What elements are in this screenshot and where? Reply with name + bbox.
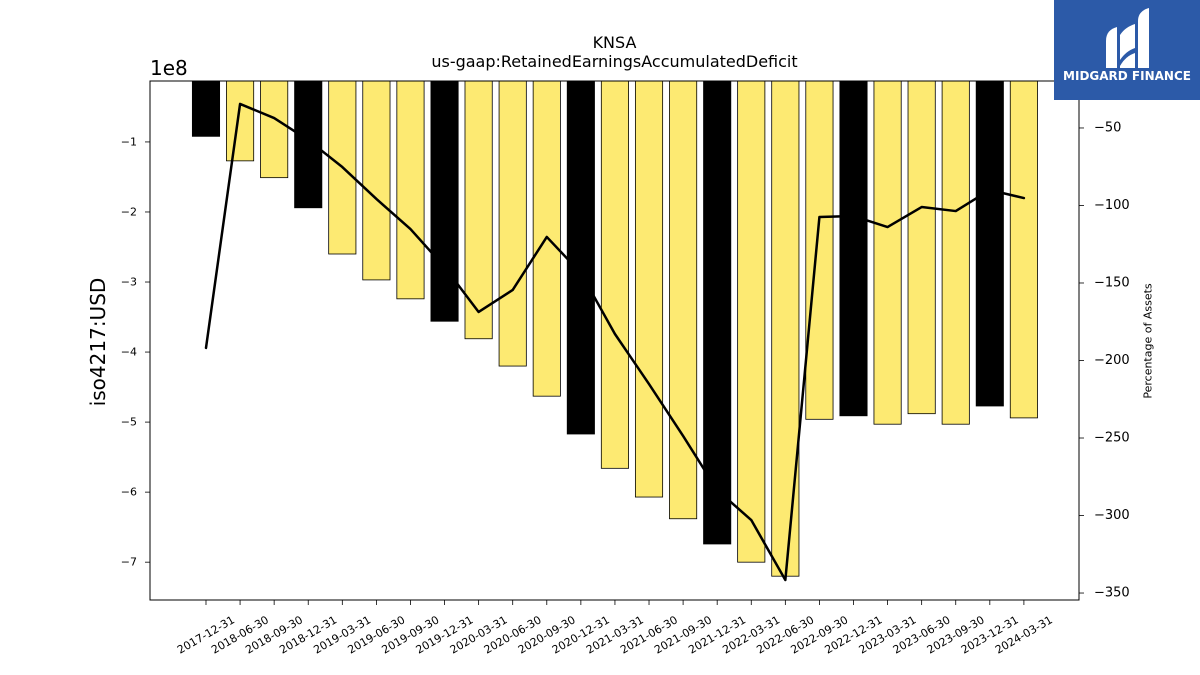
y-tick-label: −6 [121, 486, 137, 499]
y2-axis-ticks: −50 −100 −150 −200 −250 −300 −350 [1079, 120, 1130, 601]
bar [941, 80, 970, 425]
bar [430, 80, 459, 322]
y2-axis-label: Percentage of Assets [1142, 283, 1155, 399]
bar [737, 80, 766, 563]
chart-title: KNSA [593, 33, 637, 52]
y-tick-label: −1 [121, 135, 137, 148]
y-tick-label: −7 [121, 556, 137, 569]
bar [396, 80, 425, 300]
bar [634, 80, 664, 498]
y2-tick-label: −50 [1094, 120, 1121, 135]
y2-tick-label: −350 [1094, 586, 1130, 601]
logo-icon-right-pillar [1138, 8, 1149, 68]
y-axis-ticks: −1 −2 −3 −4 −5 −6 −7 [121, 135, 150, 569]
y-tick-label: −5 [121, 416, 137, 429]
bar [907, 80, 936, 415]
logo-icon-middle-upper [1120, 24, 1135, 60]
bar [839, 80, 868, 417]
bar [669, 80, 698, 520]
logo-icon-left-pillar [1106, 27, 1117, 68]
bar-series [191, 80, 1038, 577]
bar [362, 80, 391, 281]
bar [771, 80, 800, 577]
y-tick-label: −4 [121, 346, 137, 359]
midgard-m-icon [1106, 8, 1149, 68]
bar [464, 80, 493, 340]
series-line [204, 102, 1026, 582]
y-tick-label: −2 [121, 205, 137, 218]
bar [703, 80, 732, 545]
bar [1009, 80, 1038, 419]
bar [260, 80, 289, 179]
bar [226, 80, 255, 162]
logo-text: MIDGARD FINANCE [1063, 69, 1191, 83]
bar [600, 80, 629, 469]
midgard-finance-logo: MIDGARD FINANCE [1054, 0, 1200, 100]
y2-tick-label: −150 [1094, 275, 1130, 290]
bar [566, 80, 595, 435]
y2-tick-label: −200 [1094, 353, 1130, 368]
y-axis-offset-text: 1e8 [150, 56, 188, 80]
bar [294, 80, 323, 209]
bar [805, 80, 834, 420]
y2-tick-label: −300 [1094, 508, 1130, 523]
bar [498, 80, 527, 367]
y2-tick-label: −250 [1094, 431, 1130, 446]
bar [975, 80, 1004, 407]
bar [191, 80, 221, 137]
chart-subtitle: us-gaap:RetainedEarningsAccumulatedDefic… [431, 52, 797, 71]
y-tick-label: −3 [121, 276, 137, 289]
bar [873, 80, 902, 425]
logo-icon-middle-lower [1120, 53, 1135, 68]
plot-frame [149, 80, 1080, 601]
y2-tick-label: −100 [1094, 198, 1130, 213]
y-axis-label: iso4217:USD [86, 278, 110, 407]
